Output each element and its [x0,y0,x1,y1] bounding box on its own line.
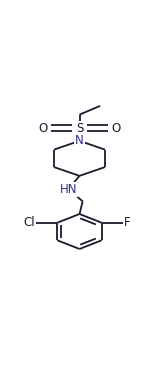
Text: O: O [38,122,48,135]
Text: HN: HN [60,183,77,196]
Text: O: O [111,122,121,135]
Text: N: N [75,134,84,147]
Text: F: F [124,216,131,229]
Text: Cl: Cl [24,216,35,229]
Text: S: S [76,122,83,135]
